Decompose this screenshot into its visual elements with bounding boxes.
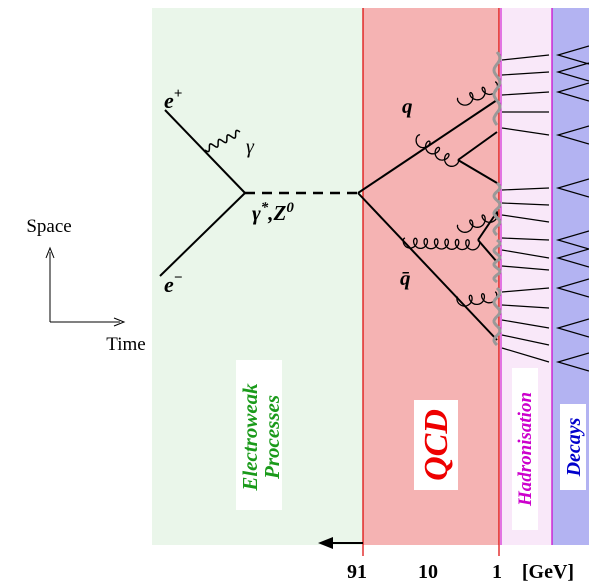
line: Processes: [260, 395, 284, 480]
diagram: Space Time e+ e− γ γ*,Z0 q q̄ Electrowea…: [0, 0, 589, 584]
qcd-label: QCD: [418, 409, 455, 481]
scale-tick: 10: [418, 561, 438, 583]
electroweak-label: ElectroweakProcesses: [238, 383, 284, 492]
charge: +: [174, 86, 183, 102]
quark-label: q: [402, 94, 413, 118]
charge: −: [174, 270, 183, 286]
symbol: e: [164, 88, 174, 113]
gamma: γ: [252, 201, 261, 225]
scale-tick: 1: [492, 561, 502, 583]
line: Electroweak: [238, 383, 262, 492]
hadronisation-label: Hadronisation: [515, 392, 536, 507]
scale-tick: 91: [347, 561, 367, 583]
z: ,Z: [267, 201, 286, 225]
space-label: Space: [26, 216, 71, 237]
scale-unit: [GeV]: [522, 561, 574, 583]
photon-label: γ: [246, 136, 255, 158]
z-sup: 0: [286, 200, 294, 216]
antiquark-label: q̄: [400, 266, 411, 290]
symbol: e: [164, 272, 174, 297]
time-label: Time: [106, 334, 145, 355]
decays-label: Decays: [563, 417, 585, 477]
